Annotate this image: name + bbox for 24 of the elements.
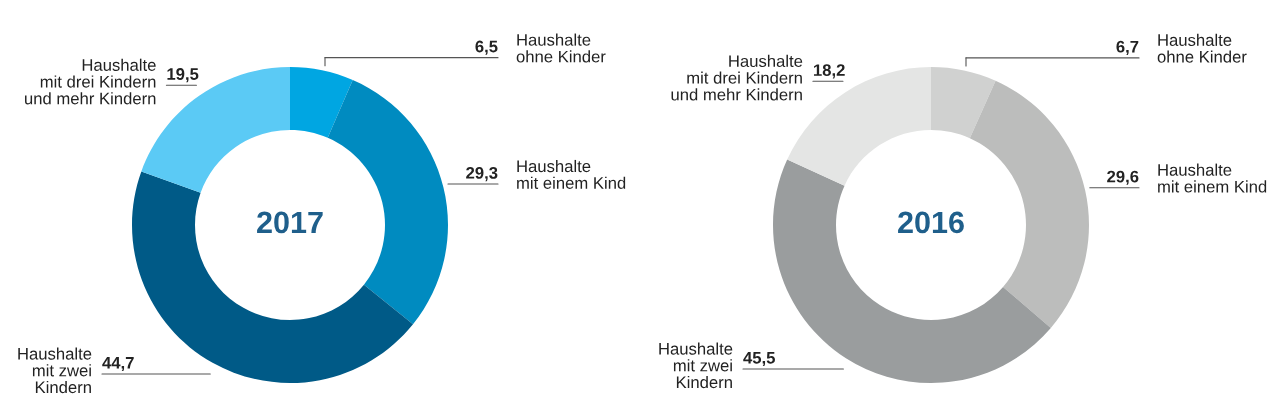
data-label: 6,5 bbox=[475, 40, 498, 55]
slice-label: Haushalte mit drei Kindern und mehr Kindern bbox=[25, 58, 156, 105]
data-label: 44,7 bbox=[102, 357, 134, 372]
slice-label: Haushalte mit drei Kindern und mehr Kindern bbox=[671, 54, 803, 101]
donut-slice bbox=[132, 171, 413, 383]
text: 2017 bbox=[257, 211, 323, 234]
data-label: 45,5 bbox=[743, 352, 775, 367]
donut-slice bbox=[327, 79, 448, 325]
donut-slice bbox=[931, 67, 996, 139]
data-label: 29,6 bbox=[1107, 170, 1139, 185]
data-label: 18,2 bbox=[813, 64, 845, 79]
slice-label: Haushalte mit zwei Kindern bbox=[18, 347, 92, 394]
donut-slice bbox=[773, 159, 1051, 383]
text: 2016 bbox=[898, 211, 964, 234]
slice-label: Haushalte ohne Kinder bbox=[1157, 33, 1247, 63]
slice-label: Haushalte mit einem Kind bbox=[517, 159, 626, 189]
data-label: 29,3 bbox=[466, 166, 498, 182]
data-label: 19,5 bbox=[167, 68, 199, 83]
slice-label: Haushalte mit einem Kind bbox=[1158, 163, 1267, 193]
donut-slice bbox=[290, 67, 353, 138]
slice-label: Haushalte mit zwei Kindern bbox=[659, 342, 733, 389]
donut-slice bbox=[969, 80, 1089, 328]
slice-label: Haushalte ohne Kinder bbox=[516, 33, 606, 63]
data-label: 6,7 bbox=[1116, 40, 1139, 56]
